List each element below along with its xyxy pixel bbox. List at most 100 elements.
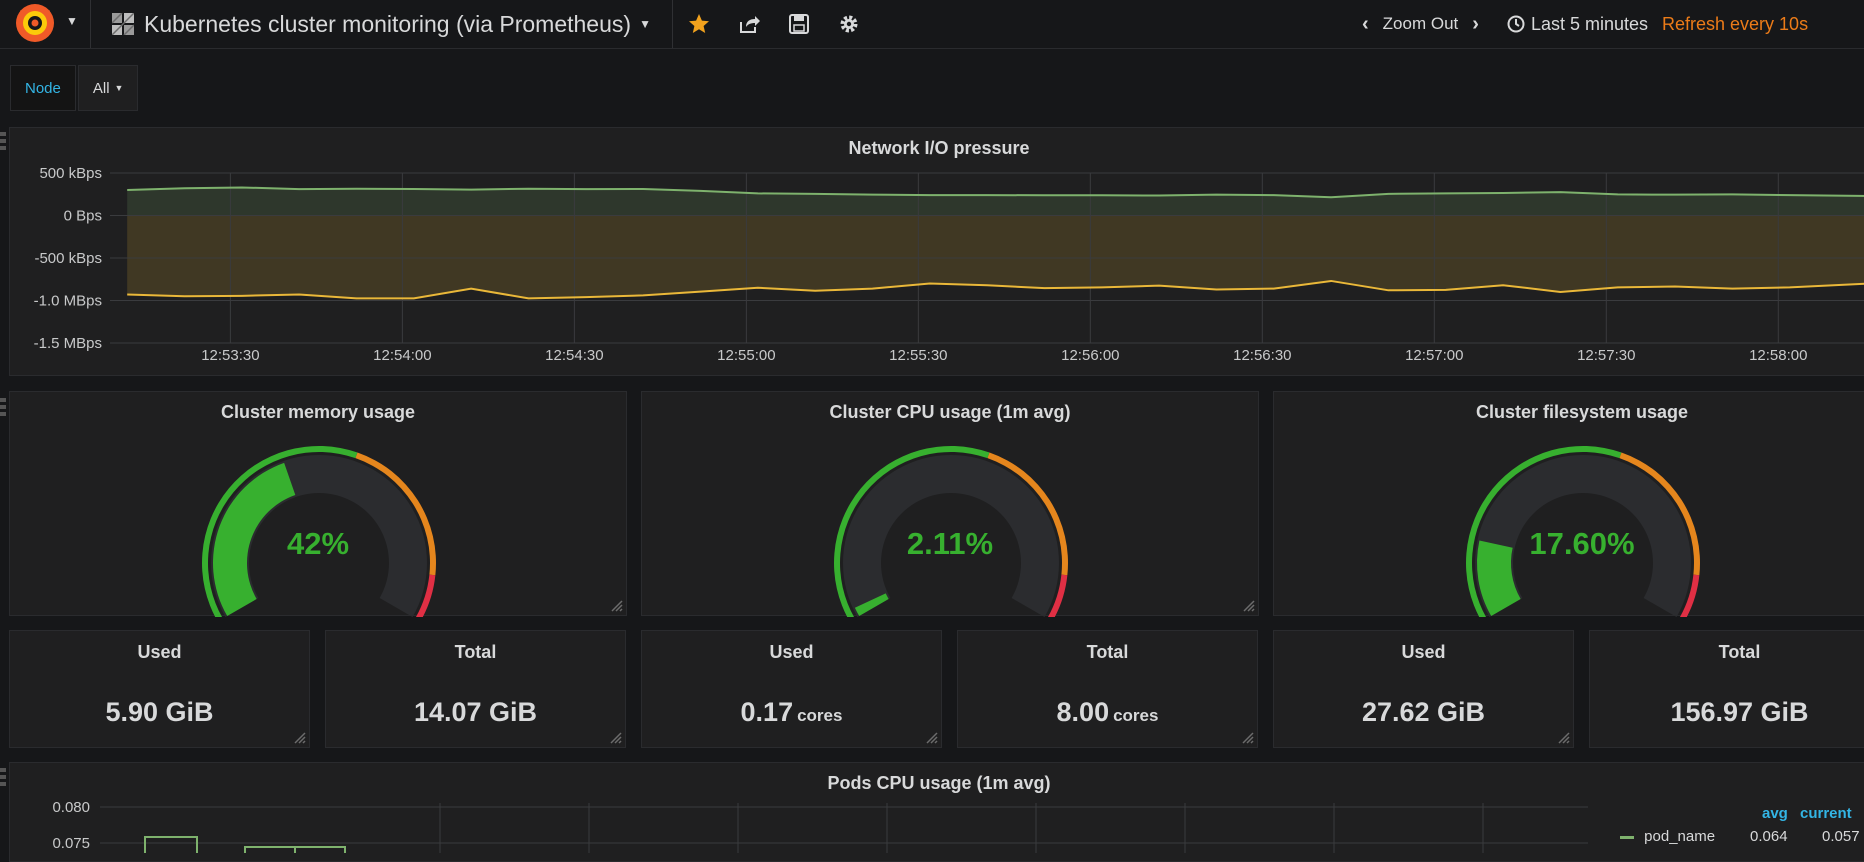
dashboard-title-button[interactable]: Kubernetes cluster monitoring (via Prome… (112, 0, 651, 48)
star-icon[interactable] (684, 9, 714, 39)
resize-handle-icon[interactable] (294, 732, 306, 744)
resize-handle-icon[interactable] (610, 732, 622, 744)
panel-title[interactable]: Pods CPU usage (1m avg) (827, 773, 1051, 793)
chevron-left-icon[interactable]: ‹ (1362, 12, 1369, 35)
stat-value-wrap: 0.17 cores (642, 697, 941, 728)
stat-panel-1: Total 14.07 GiB (325, 630, 626, 748)
row-drag-handle-icon[interactable] (0, 768, 6, 786)
stat-panel-3: Total 8.00 cores (957, 630, 1258, 748)
gauge-chart[interactable] (642, 392, 1260, 617)
gauge-panel-1: Cluster CPU usage (1m avg) 2.11% (641, 391, 1260, 617)
chevron-right-icon[interactable]: › (1472, 12, 1479, 35)
row-drag-handle-icon[interactable] (0, 398, 6, 416)
stat-title[interactable]: Total (1086, 642, 1129, 662)
stat-title[interactable]: Total (1718, 642, 1761, 662)
stat-value: 8.00 (1056, 697, 1110, 727)
gauge-threshold-warn (355, 452, 436, 576)
share-icon[interactable] (734, 9, 764, 39)
stat-unit: cores (797, 706, 843, 725)
gauge-threshold-warn (1619, 452, 1700, 576)
gauge-threshold-crit (1679, 574, 1700, 617)
chevron-down-icon: ▼ (114, 83, 124, 93)
legend-avg-value: 0.064 (1750, 828, 1788, 845)
network-io-chart[interactable]: 500 kBps 0 Bps -500 kBps -1.0 MBps -1.5 MBps… (10, 128, 1864, 377)
legend-current-value: 0.057 (1822, 828, 1860, 845)
node-variable-select[interactable]: All ▼ (77, 65, 139, 111)
node-variable-value: All (92, 79, 110, 97)
stat-value-wrap: 156.97 GiB (1590, 697, 1864, 728)
settings-gear-icon[interactable] (834, 9, 864, 39)
series-line-1[interactable] (127, 279, 1864, 300)
panel-title[interactable]: Network I/O pressure (848, 138, 1030, 158)
dashboard-grid-icon (112, 13, 134, 35)
stat-title[interactable]: Total (454, 642, 497, 662)
x-tick-label: 12:57:00 (1405, 347, 1463, 364)
stat-unit: cores (1113, 706, 1159, 725)
gauge-track (843, 455, 1059, 617)
time-range-picker[interactable]: Last 5 minutes (1530, 13, 1648, 34)
row-drag-handle-icon[interactable] (0, 132, 6, 150)
gauge-threshold-crit (1047, 574, 1068, 617)
network-io-panel: Network I/O pressure 500 kBps 0 Bps -500 k… (9, 127, 1864, 376)
x-tick-label: 12:54:30 (545, 347, 603, 364)
time-controls: ‹ Zoom Out › Last 5 minutes Refresh ever… (1362, 0, 1808, 48)
x-tick-label: 12:58:00 (1749, 347, 1807, 364)
template-variables: Node All ▼ (10, 65, 139, 111)
bar[interactable] (144, 836, 198, 853)
gauge-value: 17.60% (1529, 526, 1635, 561)
stat-panel-4: Used 27.62 GiB (1273, 630, 1574, 748)
bar[interactable] (244, 846, 296, 853)
stat-title[interactable]: Used (1401, 642, 1446, 662)
stat-title[interactable]: Used (137, 642, 182, 662)
gauge-value-fill[interactable] (213, 462, 296, 616)
series-line-0[interactable] (127, 186, 1864, 199)
gauge-value: 2.11% (906, 526, 994, 561)
panel-title[interactable]: Cluster CPU usage (1m avg) (829, 402, 1071, 422)
resize-handle-icon[interactable] (611, 600, 623, 612)
stat-panel-0: Used 5.90 GiB (9, 630, 310, 748)
legend-header-current[interactable]: current (1800, 805, 1852, 822)
gauge-value-fill[interactable] (1477, 540, 1521, 616)
stat-value: 0.17 (740, 697, 794, 727)
bar[interactable] (294, 846, 346, 853)
chevron-down-icon: ▼ (639, 17, 651, 31)
resize-handle-icon[interactable] (1558, 732, 1570, 744)
series-area-0 (127, 187, 1864, 216)
gauge-track (1475, 455, 1691, 617)
y-tick-label: 0 Bps (64, 208, 102, 225)
y-tick-label: 500 kBps (39, 165, 102, 182)
legend-header-avg[interactable]: avg (1762, 805, 1788, 822)
legend-item[interactable]: pod_name (1620, 828, 1715, 845)
grafana-logo[interactable] (10, 2, 60, 44)
logo-menu-caret-icon[interactable]: ▼ (66, 14, 78, 28)
gauge-chart[interactable] (1274, 392, 1864, 617)
resize-handle-icon[interactable] (926, 732, 938, 744)
resize-handle-icon[interactable] (1242, 732, 1254, 744)
x-tick-label: 12:56:00 (1061, 347, 1119, 364)
x-tick-label: 12:54:00 (373, 347, 431, 364)
y-tick-label: -1.0 MBps (34, 293, 102, 310)
y-tick-label: 0.075 (52, 835, 90, 852)
series-area-1 (127, 215, 1864, 299)
gauge-panel-2: Cluster filesystem usage 17.60% (1273, 391, 1864, 617)
pods-cpu-chart[interactable]: 0.080 0.075 (10, 763, 1590, 853)
navbar-divider (672, 0, 673, 48)
stat-value: 5.90 GiB (105, 697, 214, 727)
gauge-panel-0: Cluster memory usage 42% (9, 391, 628, 617)
stat-panel-5: Total 156.97 GiB (1589, 630, 1864, 748)
refresh-interval-picker[interactable]: Refresh every 10s (1662, 13, 1809, 34)
stat-panel-2: Used 0.17 cores (641, 630, 942, 748)
dashboard-title: Kubernetes cluster monitoring (via Prome… (144, 10, 632, 37)
stat-title[interactable]: Used (769, 642, 814, 662)
gauge-value-fill[interactable] (854, 593, 889, 616)
save-icon[interactable] (784, 9, 814, 39)
y-tick-label: 0.080 (52, 799, 90, 816)
panel-title[interactable]: Cluster memory usage (220, 402, 416, 422)
gauge-chart[interactable] (10, 392, 628, 617)
stat-value-wrap: 8.00 cores (958, 697, 1257, 728)
zoom-out-button[interactable]: Zoom Out (1382, 14, 1459, 33)
x-tick-label: 12:57:30 (1577, 347, 1635, 364)
panel-title[interactable]: Cluster filesystem usage (1475, 402, 1689, 422)
resize-handle-icon[interactable] (1243, 600, 1255, 612)
navbar-divider (90, 0, 91, 48)
